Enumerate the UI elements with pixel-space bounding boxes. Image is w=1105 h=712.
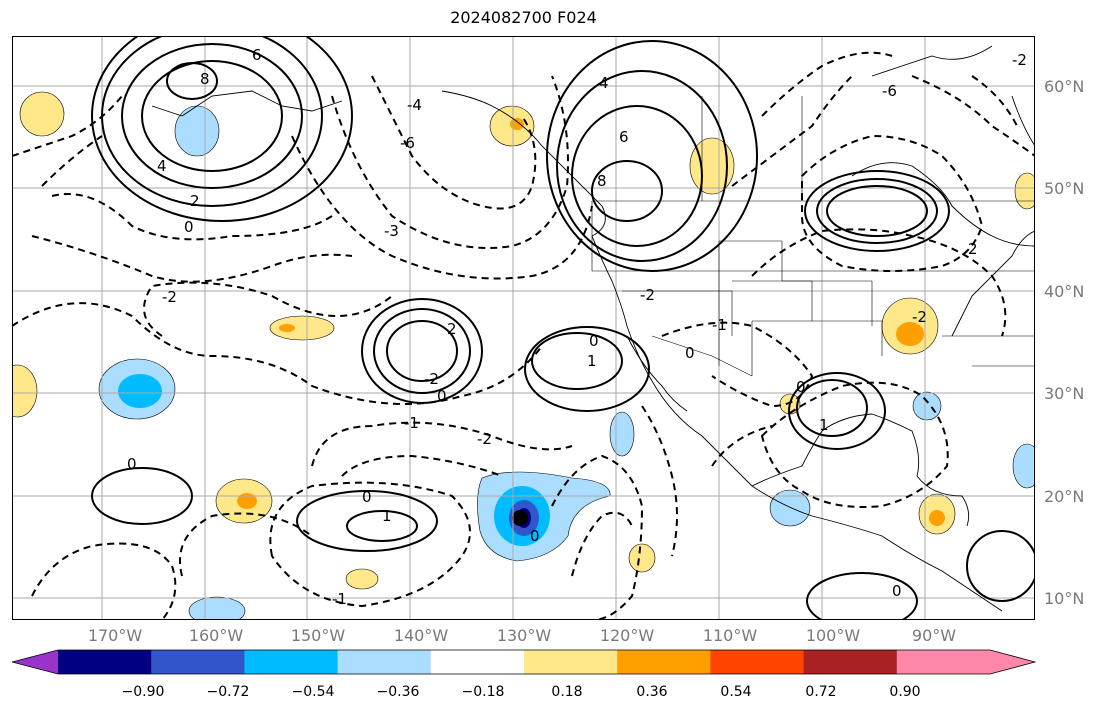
colorbar-label: 0.90 <box>889 684 921 700</box>
colorbar-label: 0.18 <box>551 684 583 700</box>
contour-label: 0 <box>437 387 447 405</box>
contour-label: 2 <box>190 192 200 210</box>
contour-label: 0 <box>796 378 806 396</box>
lat-label: 60°N <box>1044 77 1085 96</box>
contour-label: 1 <box>382 507 392 525</box>
contour-label: 0 <box>530 527 540 545</box>
contour-label: 4 <box>599 74 609 92</box>
lat-label: 10°N <box>1044 589 1085 608</box>
colorbar-label: −0.54 <box>291 684 335 700</box>
map-panel: 8 6 4 2 0 -2 -3 -4 -6 2 -2 0 1 0 -1 -2 0… <box>12 36 1035 620</box>
contour-label: 4 <box>157 157 167 175</box>
contour-label: -2 <box>1012 51 1027 69</box>
contour-label: -6 <box>882 82 897 100</box>
negative-contours <box>12 51 1035 620</box>
contour-label: 0 <box>184 218 194 236</box>
colorbar-label: 0.36 <box>636 684 668 700</box>
contour-label: 1 <box>587 352 597 370</box>
colorbar-segment <box>803 650 898 674</box>
colorbar-label: −0.90 <box>121 684 165 700</box>
lat-label: 50°N <box>1044 179 1085 198</box>
lon-label: 140°W <box>393 626 449 645</box>
colorbar-extend-high <box>990 650 1035 674</box>
lon-label: 100°W <box>805 626 861 645</box>
colorbar-label: 0.54 <box>720 684 752 700</box>
colorbar-segment <box>896 650 990 674</box>
colorbar-label: 0.72 <box>805 684 837 700</box>
colorbar-label: −0.72 <box>206 684 250 700</box>
contour-label: 2 <box>968 240 978 258</box>
contour-label: 0 <box>127 455 137 473</box>
lon-label: 110°W <box>702 626 758 645</box>
contour-label: -1 <box>712 316 727 334</box>
contour-label: 6 <box>619 128 629 146</box>
lon-label: 150°W <box>290 626 346 645</box>
contour-label: 0 <box>685 344 695 362</box>
colorbar-segment <box>58 650 152 674</box>
contour-label: -2 <box>424 370 439 388</box>
colorbar-segment <box>430 650 525 674</box>
map-frame <box>12 36 1035 620</box>
colorbar-segment <box>244 650 339 674</box>
contour-label: -2 <box>162 288 177 306</box>
lat-label: 20°N <box>1044 487 1085 506</box>
contour-label: 2 <box>447 320 457 338</box>
contour-label: 0 <box>589 332 599 350</box>
contour-labels: 8 6 4 2 0 -2 -3 -4 -6 2 -2 0 1 0 -1 -2 0… <box>127 46 1027 608</box>
contour-label: 0 <box>892 582 902 600</box>
lon-label: 130°W <box>496 626 552 645</box>
lat-label: 40°N <box>1044 282 1085 301</box>
contour-label: -3 <box>384 222 399 240</box>
lat-label: 30°N <box>1044 384 1085 403</box>
contour-label: 8 <box>597 172 607 190</box>
contour-label: -1 <box>404 414 419 432</box>
colorbar-segment <box>151 650 245 674</box>
contour-label: 0 <box>362 488 372 506</box>
colorbar-label: −0.36 <box>376 684 420 700</box>
colorbar-extend-low <box>12 650 58 674</box>
lon-label: 90°W <box>911 626 957 645</box>
contour-label: -6 <box>400 134 415 152</box>
contour-label: 8 <box>200 70 210 88</box>
contour-label: -1 <box>332 590 347 608</box>
colorbar-segment <box>617 650 711 674</box>
colorbar <box>12 649 1036 675</box>
colorbar-segment <box>710 650 805 674</box>
shaded-anomaly-regions <box>12 91 1035 620</box>
map-title: 2024082700 F024 <box>450 8 597 27</box>
contour-label: -2 <box>912 308 927 326</box>
colorbar-segment <box>337 650 432 674</box>
colorbar-label: −0.18 <box>461 684 505 700</box>
contour-label: -2 <box>640 286 655 304</box>
lon-label: 120°W <box>599 626 655 645</box>
contour-label: 1 <box>819 416 829 434</box>
lon-label: 160°W <box>188 626 244 645</box>
contour-label: -4 <box>407 96 422 114</box>
colorbar-segment <box>524 650 618 674</box>
contour-label: -2 <box>477 430 492 448</box>
contour-label: 6 <box>252 46 262 64</box>
lon-label: 170°W <box>87 626 143 645</box>
